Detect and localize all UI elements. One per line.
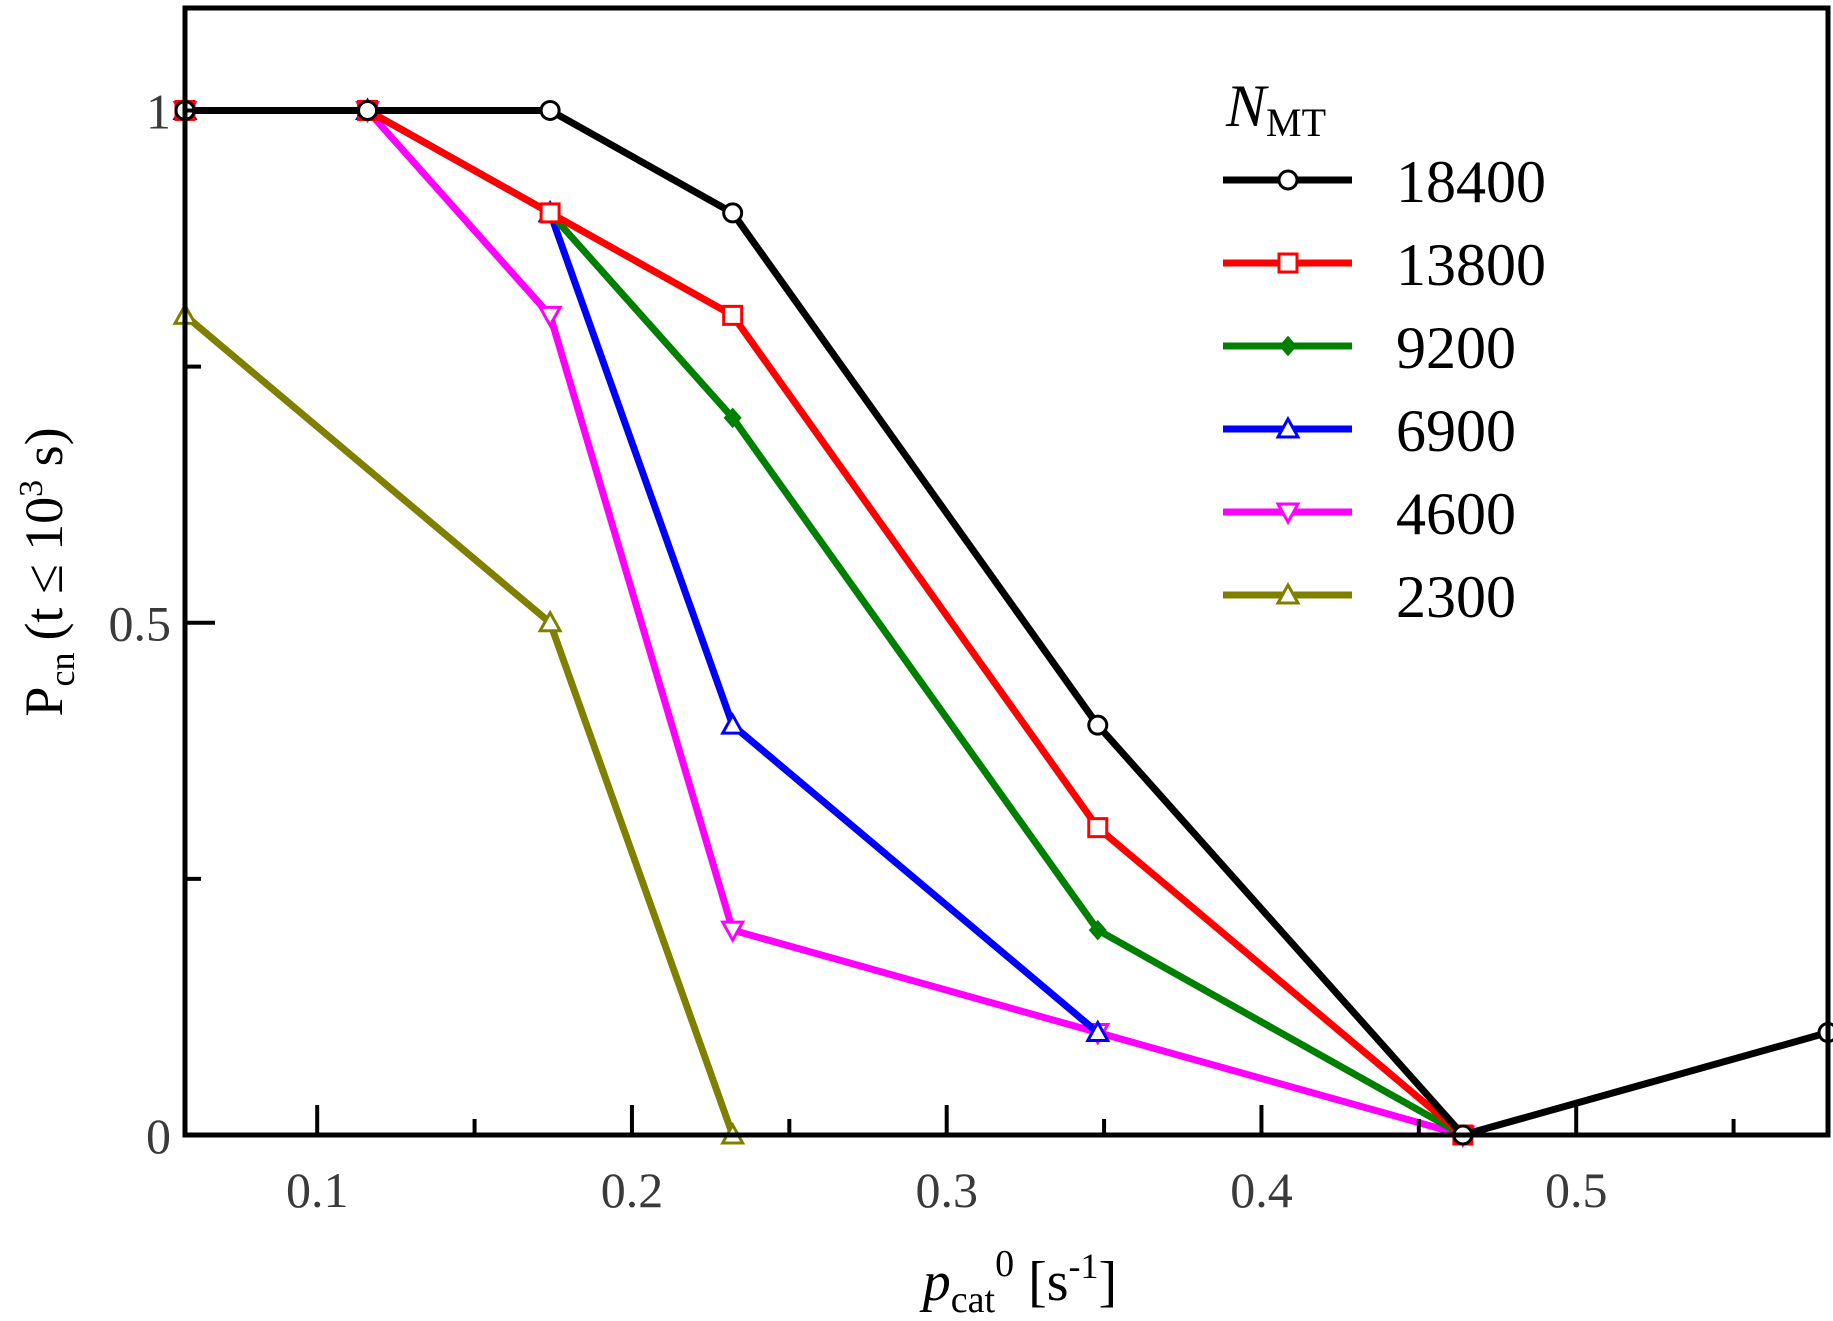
legend-entries: 18400 13800 9200 6900 4600 2300 xyxy=(1223,149,1546,630)
x-tick-label: 0.3 xyxy=(915,1162,978,1218)
series-6900-marker xyxy=(720,712,746,735)
series-line-6900 xyxy=(185,106,1101,1036)
legend-label: 9200 xyxy=(1396,315,1516,381)
series-13800-marker xyxy=(539,202,561,224)
legend-entry-2300: 2300 xyxy=(1223,564,1516,630)
legend-entry-4600: 4600 xyxy=(1223,481,1516,547)
legend-18400-marker xyxy=(1277,169,1299,191)
x-tick-label: 0.1 xyxy=(286,1162,349,1218)
legend-entry-18400: 18400 xyxy=(1223,149,1546,215)
y-tick-label: 0 xyxy=(146,1108,171,1164)
series-6900 xyxy=(172,97,1111,1043)
x-tick-label: 0.5 xyxy=(1545,1162,1608,1218)
legend-2300-marker xyxy=(1275,581,1301,605)
axis-ticks: 0.1 0.2 0.3 0.4 0.5 0 0.5 1 xyxy=(109,83,1736,1218)
series-layer xyxy=(172,97,1833,1149)
plot-frame xyxy=(182,5,1831,1138)
x-tick-label: 0.2 xyxy=(601,1162,664,1218)
legend-4600-marker xyxy=(1275,502,1301,526)
y-tick-label: 0.5 xyxy=(109,596,172,652)
series-4600-marker xyxy=(720,920,746,944)
series-18400-marker xyxy=(722,202,744,224)
series-18400 xyxy=(174,99,1833,1146)
legend-9200-marker xyxy=(1279,335,1297,357)
legend-label: 13800 xyxy=(1396,232,1546,298)
legend-entry-13800: 13800 xyxy=(1223,232,1546,298)
legend-entry-9200: 9200 xyxy=(1223,315,1516,381)
x-axis-title: pcat0 [s-1] xyxy=(919,1243,1117,1321)
x-tick-label: 0.4 xyxy=(1230,1162,1293,1218)
legend-title: NMT xyxy=(1225,73,1326,145)
series-line-9200 xyxy=(547,210,1465,1139)
legend-label: 2300 xyxy=(1396,564,1516,630)
legend: NMT 18400 13800 9200 6900 4600 2300 xyxy=(1223,73,1546,630)
legend-entry-6900: 6900 xyxy=(1223,398,1516,464)
series-2300-marker xyxy=(537,609,563,633)
series-6900-marker xyxy=(1085,1019,1111,1043)
y-axis-title: Pcn(t ≤ 103 s) xyxy=(13,427,82,716)
y-tick-label: 1 xyxy=(146,83,171,139)
series-9200-marker xyxy=(723,407,742,429)
series-13800-marker xyxy=(1087,817,1109,839)
series-line-18400 xyxy=(185,106,1829,1139)
legend-6900-marker xyxy=(1275,415,1301,439)
series-2300 xyxy=(172,302,746,1145)
series-18400-marker xyxy=(539,99,561,121)
series-18400-marker xyxy=(1087,714,1109,736)
legend-13800-marker xyxy=(1277,252,1299,274)
series-4600-marker xyxy=(537,305,563,329)
series-18400-marker xyxy=(357,99,379,121)
series-9200-marker xyxy=(1088,919,1107,941)
legend-label: 4600 xyxy=(1396,481,1516,547)
series-13800-marker xyxy=(722,304,744,326)
legend-label: 6900 xyxy=(1396,398,1516,464)
legend-label: 18400 xyxy=(1396,149,1546,215)
series-line-2300 xyxy=(182,312,736,1137)
